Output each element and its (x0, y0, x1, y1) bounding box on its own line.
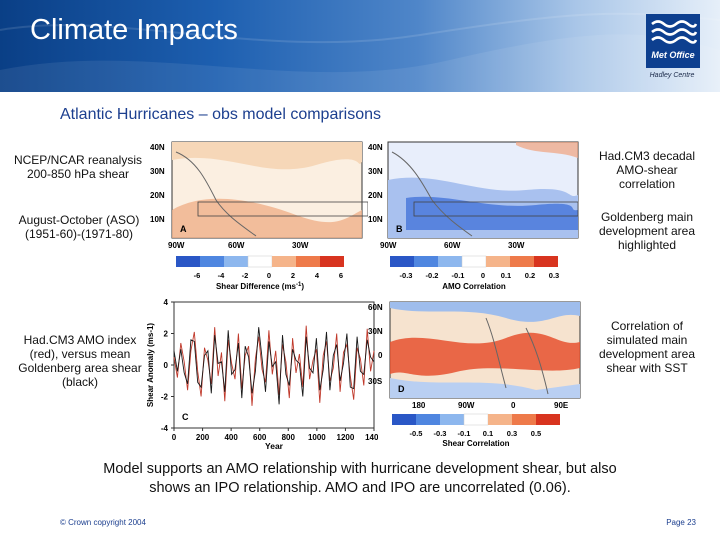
colorbar-d (392, 413, 560, 426)
map-a-lon-label: 60W (228, 241, 245, 250)
colorbar-b-label: AMO Correlation (442, 282, 506, 291)
panel-a-letter: A (180, 224, 187, 234)
x-tick-label: 1200 (337, 433, 355, 442)
map-b-lat-label: 10N (368, 215, 383, 224)
colorbar-d-tick: -0.1 (458, 429, 471, 438)
x-tick-label: 600 (253, 433, 267, 442)
map-a-lat-label: 30N (150, 167, 165, 176)
map-b-coastline (391, 151, 473, 237)
map-d-lat-label: 30S (368, 377, 383, 386)
x-tick-label: 400 (224, 433, 238, 442)
colorbar-a (176, 255, 344, 268)
map-b-lon-label: 90W (380, 241, 397, 250)
chart-x-axis-label: Year (265, 441, 284, 451)
note-amo-index: Had.CM3 AMO index (red), versus mean Gol… (18, 333, 142, 389)
map-a-lon-label: 30W (292, 241, 309, 250)
colorbar-b-tick: -0.2 (426, 271, 439, 280)
y-tick-label: -4 (161, 424, 169, 433)
note-goldenberg: Goldenberg main development area highlig… (598, 210, 696, 252)
map-a-lat-label: 20N (150, 191, 165, 200)
conclusion-line-1: Model supports an AMO relationship with … (103, 461, 617, 477)
colorbar-b-tick: 0.1 (501, 271, 511, 280)
map-b-lat-label: 40N (368, 143, 383, 152)
header-banner: Climate Impacts Met Office Hadley Centre (0, 0, 720, 92)
logo-text: Met Office (651, 50, 695, 60)
colorbar-a-tick: -4 (218, 271, 225, 280)
x-tick-label: 200 (196, 433, 210, 442)
goldenberg-box-b (413, 201, 579, 217)
note-period: August-October (ASO) (1951-60)-(1971-80) (18, 213, 140, 241)
colorbar-d-tick: -0.5 (410, 429, 423, 438)
map-d-lat-label: 0 (378, 351, 383, 360)
colorbar-a-tick: 0 (267, 271, 271, 280)
map-d-lon-label: 90W (458, 401, 475, 410)
note-ncep: NCEP/NCAR reanalysis 200-850 hPa shear (13, 153, 143, 181)
x-tick-label: 1400 (365, 433, 378, 442)
amo-index-line (173, 325, 375, 406)
panel-d-sst-correlation-map: D 60N 30N 0 30S 180 90W 0 90E -0.5 -0.3 … (368, 301, 581, 448)
map-a-coastline (175, 151, 257, 237)
x-tick-label: 0 (172, 433, 177, 442)
map-d-lon-label: 180 (412, 401, 426, 410)
map-b-lat-label: 30N (368, 167, 383, 176)
y-tick-label: 0 (164, 361, 169, 370)
map-d-lon-label: 0 (511, 401, 516, 410)
panel-a-shear-map: A 40N 30N 20N 10N 90W 60W 30W -6 -4 -2 0… (150, 141, 368, 291)
colorbar-a-tick: -2 (242, 271, 249, 280)
slide-subtitle: Atlantic Hurricanes – obs model comparis… (60, 106, 382, 123)
note-decadal: Had.CM3 decadal AMO-shear correlation (598, 149, 696, 191)
colorbar-b (390, 255, 558, 268)
copyright-notice: © Crown copyright 2004 (60, 518, 146, 527)
colorbar-d-tick: 0.1 (483, 429, 493, 438)
map-d-coastline (485, 317, 549, 395)
note-sst: Correlation of simulated main developmen… (598, 319, 696, 375)
map-d-lat-label: 60N (368, 303, 383, 312)
colorbar-a-tick: 6 (339, 271, 343, 280)
conclusion-line-2: shows an IPO relationship. AMO and IPO a… (149, 480, 571, 496)
panel-b-letter: B (396, 224, 403, 234)
colorbar-a-label: Shear Difference (ms-1) (216, 282, 304, 291)
panel-c-letter: C (182, 412, 189, 422)
x-tick-label: 800 (282, 433, 296, 442)
colorbar-b-tick: 0.2 (525, 271, 535, 280)
page-title: Climate Impacts (30, 14, 238, 46)
colorbar-b-tick: 0.3 (549, 271, 559, 280)
wave-logo-icon (651, 20, 698, 44)
goldenberg-shear-line (173, 327, 375, 405)
met-office-logo: Met Office (646, 14, 700, 68)
panel-b-amo-correlation-map: B 40N 30N 20N 10N 90W 60W 30W -0.3 -0.2 … (368, 141, 579, 291)
colorbar-a-tick: 4 (315, 271, 320, 280)
conclusion-text: Model supports an AMO relationship with … (60, 460, 660, 498)
y-tick-label: 2 (164, 330, 169, 339)
colorbar-b-tick: -0.3 (400, 271, 413, 280)
map-b-lat-label: 20N (368, 191, 383, 200)
map-a-field (172, 142, 362, 170)
colorbar-d-tick: 0.3 (507, 429, 517, 438)
colorbar-d-tick: 0.5 (531, 429, 541, 438)
y-tick-label: -2 (161, 393, 169, 402)
map-b-lon-label: 60W (444, 241, 461, 250)
colorbar-b-tick: -0.1 (452, 271, 465, 280)
colorbar-a-tick: 2 (291, 271, 295, 280)
map-d-lat-label: 30N (368, 327, 383, 336)
map-d-lon-label: 90E (554, 401, 569, 410)
page-number: Page 23 (666, 518, 696, 527)
colorbar-d-tick: -0.3 (434, 429, 447, 438)
goldenberg-box-a (197, 201, 368, 217)
header-wave-decoration (0, 12, 720, 92)
colorbar-d-label: Shear Correlation (442, 439, 509, 448)
y-tick-label: 4 (164, 298, 169, 307)
colorbar-a-tick: -6 (194, 271, 201, 280)
colorbar-b-tick: 0 (481, 271, 485, 280)
panel-d-letter: D (398, 384, 405, 394)
map-a-lat-label: 40N (150, 143, 165, 152)
map-a-lat-label: 10N (150, 215, 165, 224)
hadley-centre-label: Hadley Centre (649, 72, 695, 79)
map-a-lon-label: 90W (168, 241, 185, 250)
panel-c-time-series-chart: -4 -2 0 2 4 0 200 400 600 800 1000 1200 1400 C Year… (146, 298, 378, 451)
x-tick-label: 1000 (308, 433, 326, 442)
chart-y-axis-label: Shear Anomaly (ms-1) (146, 323, 155, 408)
map-b-lon-label: 30W (508, 241, 525, 250)
